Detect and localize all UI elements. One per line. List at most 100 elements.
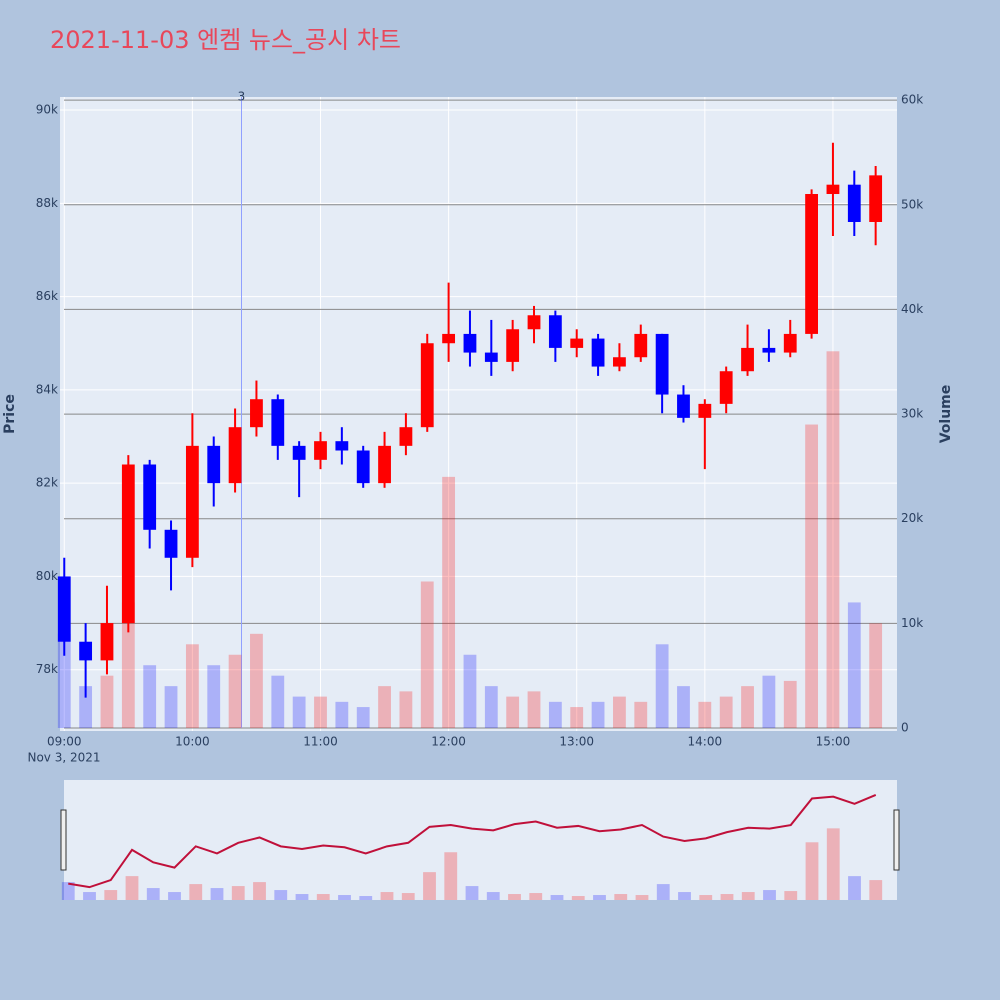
candle-body: [164, 529, 178, 558]
volume-bar: [250, 633, 263, 728]
mini-volume-bar: [805, 842, 819, 900]
range-slider[interactable]: [64, 780, 897, 900]
mini-volume-bar: [104, 890, 118, 900]
x-tick-label: 14:00: [688, 735, 723, 749]
volume-bar: [484, 686, 498, 728]
mini-volume-bar: [444, 852, 458, 900]
mini-volume-bar: [550, 895, 564, 900]
candle-body: [613, 357, 626, 367]
volume-bar: [335, 701, 349, 728]
y-tick-label: 80k: [36, 569, 58, 583]
mini-volume-bar: [338, 895, 351, 900]
mini-volume-bar: [189, 884, 203, 900]
candle-body: [634, 333, 648, 358]
mini-volume-bar: [869, 880, 883, 900]
mini-volume-bar: [699, 895, 713, 900]
mini-volume-bar: [784, 891, 798, 900]
volume-bar: [399, 691, 413, 728]
x-tick-label: 09:00: [47, 735, 82, 749]
candle-body: [762, 347, 776, 353]
volume-bar: [506, 696, 520, 728]
volume-bar: [228, 654, 242, 728]
volume-bar: [164, 686, 178, 728]
candle-body: [314, 441, 327, 460]
mini-volume-bar: [720, 894, 734, 900]
y2-tick-label: 60k: [901, 93, 923, 107]
y-tick-label: 86k: [36, 289, 58, 303]
volume-bar: [79, 686, 93, 728]
candle-body: [570, 338, 584, 348]
candle-body: [228, 427, 242, 484]
volume-bar: [613, 696, 626, 728]
mini-volume-bar: [380, 892, 394, 900]
mini-volume-bar: [295, 894, 309, 900]
candle-body: [207, 445, 221, 484]
volume-bar: [698, 701, 712, 728]
mini-volume-bar: [359, 896, 373, 900]
candle-body: [378, 445, 391, 484]
chart-title: 2021-11-03 엔켐 뉴스_공시 차트: [50, 26, 401, 54]
candle-body: [548, 315, 562, 348]
mini-price-line: [68, 793, 877, 889]
volume-bar: [570, 707, 584, 728]
mini-volume-bar: [168, 892, 181, 900]
x-date-label: Nov 3, 2021: [27, 751, 100, 765]
volume-bar: [634, 701, 648, 728]
volume-bar: [527, 691, 541, 728]
volume-bar: [762, 675, 776, 728]
volume-bar: [121, 602, 135, 728]
y-tick-label: 90k: [36, 103, 58, 117]
candle-body: [292, 445, 306, 460]
candle-body: [805, 194, 818, 334]
mini-volume-bar: [656, 884, 670, 900]
y-axis-title: Price: [2, 394, 18, 434]
mini-volume-bar: [486, 892, 500, 900]
candle-body: [442, 333, 456, 344]
y-tick-label: 78k: [36, 662, 58, 676]
volume-bar: [57, 633, 71, 728]
volume-bar: [548, 701, 562, 728]
volume-bar: [783, 680, 797, 728]
candle-body: [57, 576, 71, 642]
candle-body: [677, 394, 690, 418]
volume-bar: [463, 654, 477, 728]
volume-bar: [292, 696, 306, 728]
range-handle[interactable]: [60, 809, 67, 871]
candle-body: [783, 333, 797, 353]
mini-volume-bar: [635, 895, 649, 900]
volume-bar: [847, 602, 861, 728]
candle-body: [741, 347, 754, 372]
candle-body: [591, 338, 605, 367]
mini-volume-bar: [401, 893, 415, 900]
volume-bar: [677, 686, 690, 728]
mini-volume-bar: [826, 828, 840, 900]
mini-volume-bar: [316, 894, 330, 900]
volume-bar: [741, 686, 754, 728]
mini-volume-bar: [508, 894, 521, 900]
candle-body: [719, 371, 733, 404]
volume-bar: [442, 476, 456, 728]
candle-body: [527, 315, 541, 330]
volume-bar: [314, 696, 327, 728]
mini-volume-bar: [274, 890, 288, 900]
x-tick-label: 15:00: [816, 735, 851, 749]
volume-bar: [356, 707, 370, 728]
candle-body: [420, 343, 434, 428]
candle-body: [356, 450, 370, 484]
mini-volume-bar: [465, 886, 479, 900]
mini-volume-bar: [253, 882, 266, 900]
candle-body: [463, 333, 477, 353]
y2-tick-label: 0: [901, 721, 909, 735]
candle-body: [185, 445, 199, 558]
volume-bar: [869, 623, 883, 728]
y2-tick-label: 50k: [901, 197, 923, 211]
range-handle[interactable]: [893, 809, 900, 871]
candle-body: [655, 333, 669, 395]
volume-bar: [143, 665, 157, 728]
x-tick-label: 12:00: [431, 735, 466, 749]
candle-body: [143, 464, 157, 530]
candle-body: [698, 403, 712, 418]
y-tick-label: 88k: [36, 196, 58, 210]
candle-body: [847, 184, 861, 222]
